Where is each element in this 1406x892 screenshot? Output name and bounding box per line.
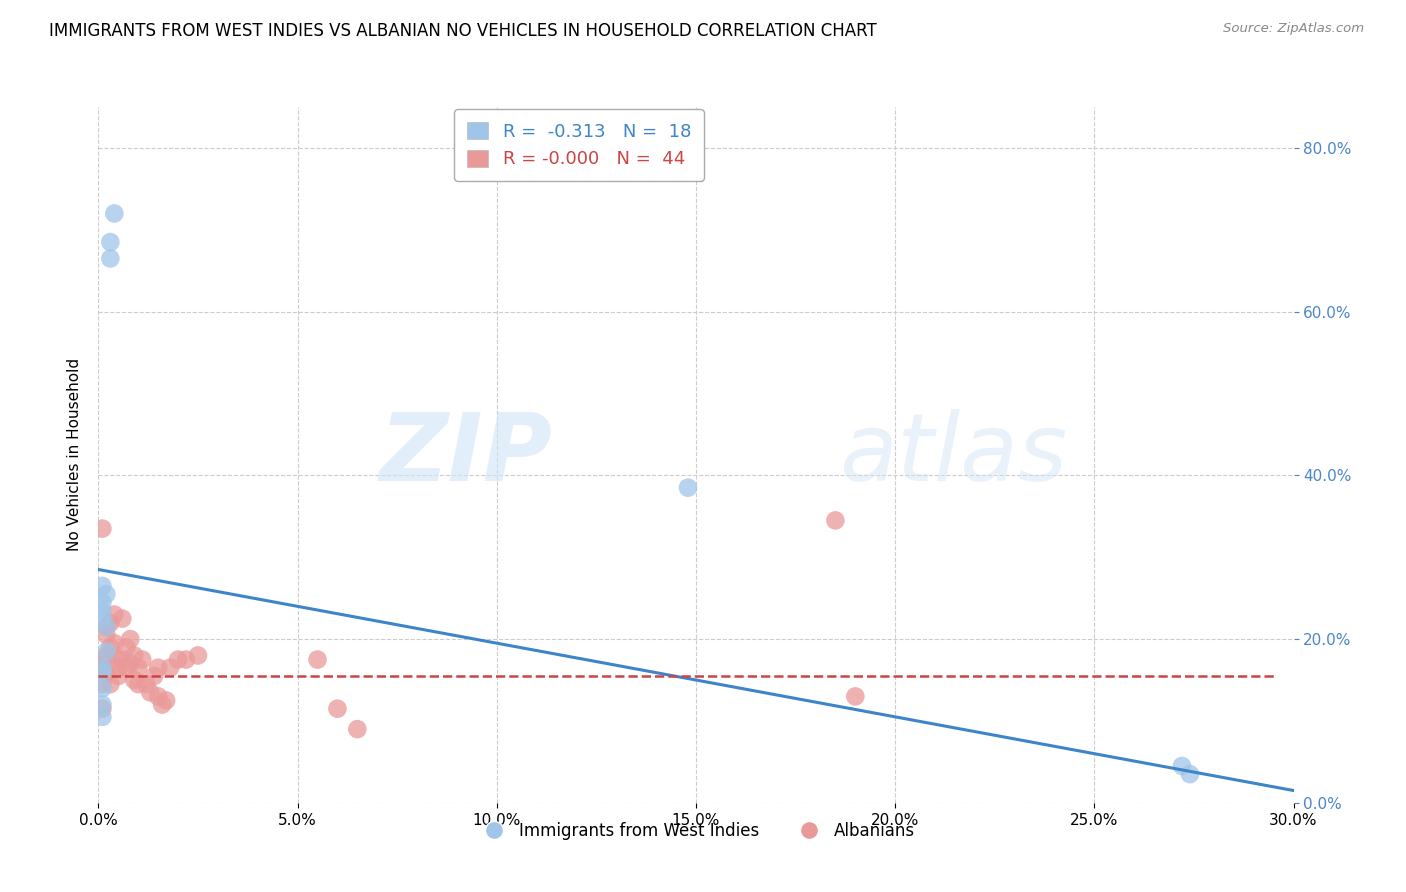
Point (111, 612, 134, 626)
Point (91, 595, 114, 609)
Point (98, 677, 122, 691)
Text: IMMIGRANTS FROM WEST INDIES VS ALBANIAN NO VEHICLES IN HOUSEHOLD CORRELATION CHA: IMMIGRANTS FROM WEST INDIES VS ALBANIAN … (49, 22, 877, 40)
Point (91, 522, 114, 536)
Point (139, 685, 162, 699)
Point (346, 722, 368, 736)
Point (131, 652, 153, 666)
Point (307, 652, 329, 666)
Point (98, 252, 122, 266)
Point (107, 652, 129, 666)
Text: atlas: atlas (839, 409, 1067, 500)
Point (96, 620, 118, 634)
Point (143, 669, 166, 683)
Point (98, 615, 122, 630)
Point (326, 701, 349, 715)
Point (98, 235, 122, 249)
Point (107, 661, 129, 675)
Point (676, 481, 699, 495)
Point (96, 644, 118, 658)
Point (103, 607, 125, 622)
Point (91, 710, 114, 724)
Point (124, 673, 146, 687)
Point (96, 620, 118, 634)
Point (91, 681, 114, 696)
Text: Source: ZipAtlas.com: Source: ZipAtlas.com (1223, 22, 1364, 36)
Point (96, 628, 118, 642)
Point (96, 665, 118, 679)
Point (91, 701, 114, 715)
Point (107, 669, 129, 683)
Point (103, 636, 125, 650)
Point (187, 648, 209, 663)
Point (91, 579, 114, 593)
Point (135, 677, 157, 691)
Point (174, 652, 197, 666)
Point (127, 677, 149, 691)
Point (91, 612, 114, 626)
Point (124, 648, 146, 663)
Point (148, 690, 170, 704)
Point (91, 652, 114, 666)
Point (155, 693, 177, 707)
Point (148, 661, 170, 675)
Point (167, 652, 190, 666)
Point (115, 661, 138, 675)
Y-axis label: No Vehicles in Household: No Vehicles in Household (67, 359, 83, 551)
Legend: Immigrants from West Indies, Albanians: Immigrants from West Indies, Albanians (470, 815, 922, 847)
Point (111, 652, 134, 666)
Point (91, 698, 114, 712)
Point (159, 661, 181, 675)
Point (103, 206, 125, 220)
Point (127, 661, 149, 675)
Point (824, 513, 846, 527)
Point (91, 677, 114, 691)
Point (150, 698, 173, 712)
Point (91, 661, 114, 675)
Point (1178, 767, 1201, 781)
Point (120, 632, 142, 646)
Point (91, 665, 114, 679)
Point (91, 661, 114, 675)
Point (844, 690, 866, 704)
Text: ZIP: ZIP (380, 409, 553, 501)
Point (91, 603, 114, 617)
Point (1171, 759, 1194, 773)
Point (98, 640, 122, 655)
Point (96, 648, 118, 663)
Point (96, 587, 118, 601)
Point (120, 657, 142, 671)
Point (115, 640, 138, 655)
